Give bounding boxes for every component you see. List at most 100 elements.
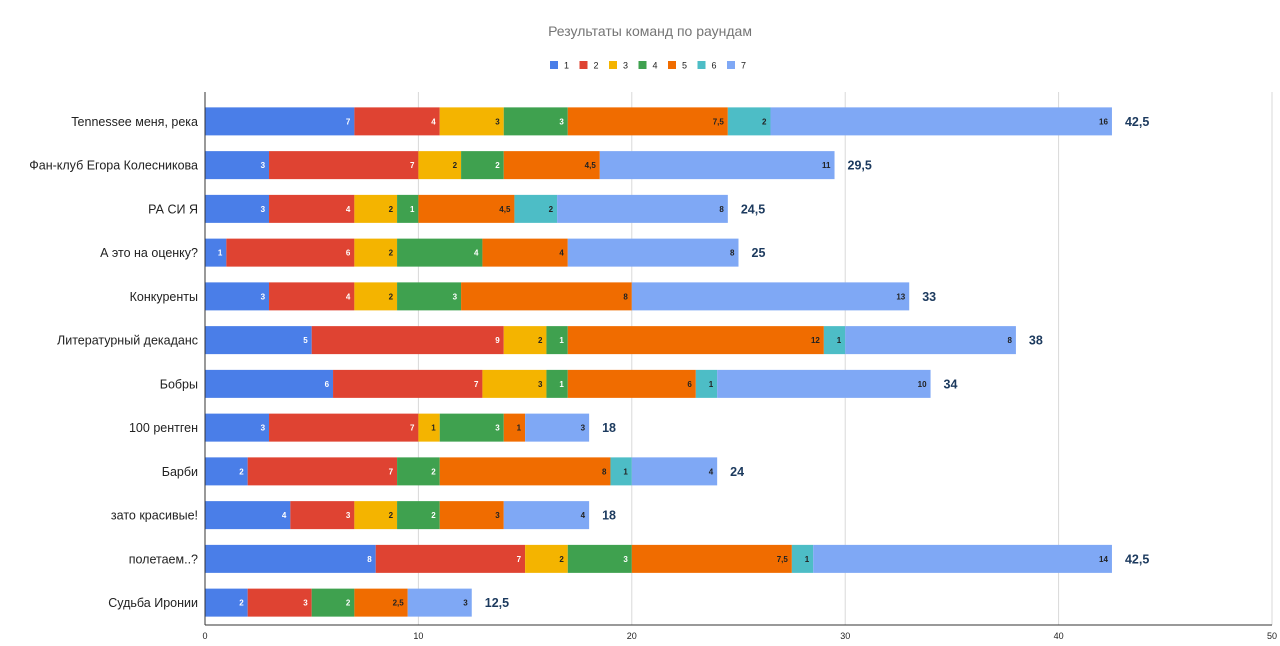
total-label: 42,5 (1125, 115, 1149, 129)
bar-segment-series-1 (205, 194, 270, 223)
bar-row: Литературный декаданс 5 9 2 1 12 1 8 38 (57, 326, 1043, 355)
legend-swatch-7 (727, 61, 735, 69)
segment-value-label: 1 (517, 424, 522, 433)
bar-segment-series-4 (397, 238, 483, 267)
bar-segment-series-2 (333, 369, 483, 398)
segment-value-label: 2 (431, 511, 436, 520)
bar-segment-series-4 (397, 501, 440, 530)
bar-segment-series-6 (695, 369, 718, 398)
total-label: 18 (602, 421, 616, 435)
bar-row: полетаем..? 8 7 2 3 7,5 1 14 42,5 (129, 544, 1149, 573)
segment-value-label: 6 (687, 380, 692, 389)
legend-swatch-5 (668, 61, 676, 69)
category-label: Tennessee меня, река (71, 115, 198, 129)
segment-value-label: 7 (410, 424, 415, 433)
segment-value-label: 7 (389, 467, 394, 476)
legend-label-7: 7 (741, 61, 746, 71)
segment-value-label: 1 (410, 205, 415, 214)
bar-segment-series-7 (503, 501, 590, 530)
bar-segment-series-2 (269, 151, 419, 180)
segment-value-label: 2 (538, 336, 543, 345)
x-tick-label: 40 (1054, 631, 1064, 641)
segment-value-label: 4 (559, 249, 564, 258)
bar-segment-series-5 (567, 107, 728, 136)
bar-segment-series-7 (770, 107, 1112, 136)
segment-value-label: 4,5 (585, 161, 597, 170)
bar-row: А это на оценку?162440825 (100, 238, 765, 267)
bar-segment-series-1 (205, 544, 376, 573)
bar-segment-series-1 (205, 588, 248, 617)
gridlines (417, 92, 1273, 625)
legend-label-4: 4 (653, 61, 658, 71)
bar-segment-series-1 (205, 326, 312, 355)
segment-value-label: 8 (367, 555, 372, 564)
segment-value-label: 3 (559, 117, 564, 126)
bar-segment-series-5 (503, 151, 600, 180)
total-label: 24 (730, 465, 744, 479)
segment-value-label: 2 (239, 599, 244, 608)
bar-segment-series-5 (439, 501, 504, 530)
bar-segment-series-4 (461, 151, 504, 180)
segment-value-label: 4,5 (499, 205, 511, 214)
bar-segment-series-5 (503, 413, 526, 442)
x-tick-label: 20 (627, 631, 637, 641)
bar-segment-series-7 (631, 457, 718, 486)
segment-value-label: 2 (389, 205, 394, 214)
category-label: А это на оценку? (100, 246, 198, 260)
bar-segment-series-3 (482, 369, 547, 398)
x-tick-label: 0 (202, 631, 207, 641)
segment-value-label: 3 (453, 292, 458, 301)
total-label: 12,5 (485, 596, 509, 610)
segment-value-label: 3 (346, 511, 351, 520)
bar-segment-series-4 (397, 194, 419, 223)
bar-segment-series-2 (375, 544, 526, 573)
segment-value-label: 2 (389, 292, 394, 301)
segment-value-label: 2 (559, 555, 564, 564)
segment-value-label: 11 (822, 161, 831, 170)
bar-segment-series-3 (503, 326, 547, 355)
bar-segment-series-5 (631, 544, 792, 573)
segment-value-label: 8 (623, 292, 628, 301)
segment-value-label: 1 (837, 336, 842, 345)
legend-label-3: 3 (623, 61, 628, 71)
category-label: зато красивые! (111, 509, 198, 523)
bar-segment-series-6 (610, 457, 632, 486)
bar-segment-series-6 (727, 107, 771, 136)
bar-segment-series-3 (354, 194, 398, 223)
bar-segment-series-3 (418, 413, 440, 442)
bar-row: зато красивые!432230418 (111, 501, 616, 530)
segment-value-label: 8 (730, 249, 735, 258)
bar-row: Барби270281424 (162, 457, 744, 486)
bar-row: РА СИ Я 3 4 2 1 4,5 2 8 24,5 (148, 194, 765, 223)
category-label: 100 рентген (129, 421, 198, 435)
segment-value-label: 7,5 (777, 555, 789, 564)
x-tick-label: 50 (1267, 631, 1277, 641)
bar-segment-series-5 (418, 194, 515, 223)
segment-value-label: 2,5 (393, 599, 405, 608)
segment-value-label: 14 (1099, 555, 1108, 564)
segment-value-label: 3 (623, 555, 628, 564)
bar-row: Судьба Иронии23022,50312,5 (108, 588, 509, 617)
segment-value-label: 3 (581, 424, 586, 433)
bar-segment-series-3 (439, 107, 504, 136)
bar-segment-series-1 (205, 413, 270, 442)
segment-value-label: 2 (346, 599, 351, 608)
bar-segment-series-5 (439, 457, 611, 486)
segment-value-label: 8 (1007, 336, 1012, 345)
category-label: Фан-клуб Егора Колесникова (29, 159, 198, 173)
legend-swatch-6 (697, 61, 706, 69)
bar-segment-series-4 (397, 457, 440, 486)
segment-value-label: 2 (549, 205, 554, 214)
bar-segment-series-7 (717, 369, 931, 398)
legend-label-1: 1 (564, 61, 569, 71)
total-label: 42,5 (1125, 552, 1149, 566)
segment-value-label: 8 (602, 467, 607, 476)
segment-value-label: 7 (410, 161, 415, 170)
segment-value-label: 3 (538, 380, 543, 389)
segment-value-label: 2 (762, 117, 767, 126)
segment-value-label: 3 (261, 292, 266, 301)
bar-row: Конкуренты3423801333 (130, 282, 936, 311)
segment-value-label: 4 (346, 205, 351, 214)
